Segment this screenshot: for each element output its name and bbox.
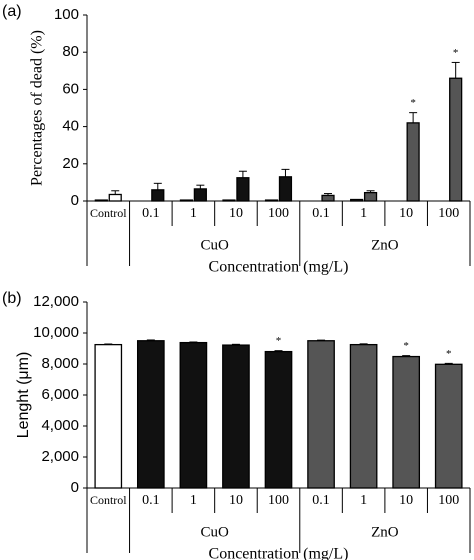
x-tick-label: 10 xyxy=(229,206,243,221)
x-tick-label: 100 xyxy=(438,493,459,508)
bar xyxy=(363,191,378,202)
group-label: ZnO xyxy=(371,237,399,253)
x-tick-label: 10 xyxy=(229,493,243,508)
bar xyxy=(222,344,250,489)
bar xyxy=(236,177,250,202)
group-label: ZnO xyxy=(371,524,399,540)
x-axis-label: Concentration (mg/L) xyxy=(209,546,349,560)
bar xyxy=(222,199,236,202)
significance-marker: * xyxy=(453,47,459,59)
x-tick-label: Control xyxy=(90,206,127,220)
x-tick-label: 1 xyxy=(190,206,197,221)
y-tick-label: 6,000 xyxy=(41,386,79,403)
x-tick-label: 1 xyxy=(360,206,367,221)
y-tick-label: 0 xyxy=(71,479,79,496)
group-label: CuO xyxy=(200,524,229,540)
group-label: CuO xyxy=(200,237,229,253)
x-tick-label: 100 xyxy=(268,493,289,508)
bar xyxy=(151,189,165,202)
bar xyxy=(193,188,207,202)
y-tick-label: 10,000 xyxy=(33,324,79,341)
bar xyxy=(349,343,378,489)
x-tick-label: Control xyxy=(90,493,127,507)
y-tick-label: 2,000 xyxy=(41,448,79,465)
bar xyxy=(179,199,194,202)
y-tick-label: 12,000 xyxy=(33,293,79,310)
y-tick-label: 0 xyxy=(71,192,79,209)
bar xyxy=(264,350,293,489)
x-tick-label: 10 xyxy=(399,206,413,221)
panel-label: (b) xyxy=(2,290,22,307)
bar xyxy=(406,122,420,202)
panel-label: (a) xyxy=(2,3,22,20)
x-tick-label: 100 xyxy=(268,206,289,221)
x-tick-label: 1 xyxy=(190,493,197,508)
bar xyxy=(350,198,364,202)
significance-marker: * xyxy=(403,340,409,352)
y-tick-label: 20 xyxy=(62,155,79,172)
y-tick-label: 40 xyxy=(62,118,79,135)
significance-marker: * xyxy=(446,348,452,360)
x-tick-label: 1 xyxy=(360,493,367,508)
y-tick-label: 8,000 xyxy=(41,355,79,372)
significance-marker: * xyxy=(410,97,416,109)
bar xyxy=(264,199,279,202)
bar xyxy=(94,199,108,202)
y-tick-label: 60 xyxy=(62,80,79,97)
bar xyxy=(179,341,208,489)
bar xyxy=(321,194,335,202)
y-axis-label: Lenght (μm) xyxy=(15,352,32,439)
x-tick-label: 100 xyxy=(438,206,459,221)
bar xyxy=(392,355,421,489)
y-tick-label: 4,000 xyxy=(41,417,79,434)
bar xyxy=(136,340,165,489)
x-tick-label: 0.1 xyxy=(312,206,330,221)
x-tick-label: 0.1 xyxy=(142,206,160,221)
x-tick-label: 0.1 xyxy=(312,493,330,508)
x-tick-label: 10 xyxy=(399,493,413,508)
bar xyxy=(307,340,335,489)
y-axis-label: Percentages of dead (%) xyxy=(29,30,46,186)
y-tick-label: 80 xyxy=(62,43,79,60)
significance-marker: * xyxy=(276,335,282,347)
x-tick-label: 0.1 xyxy=(142,493,160,508)
y-tick-label: 100 xyxy=(54,6,79,23)
bar xyxy=(94,343,123,489)
x-axis-label: Concentration (mg/L) xyxy=(209,259,349,276)
bar xyxy=(434,363,463,489)
bar xyxy=(278,176,293,202)
bar xyxy=(108,193,122,202)
bar xyxy=(449,77,463,202)
